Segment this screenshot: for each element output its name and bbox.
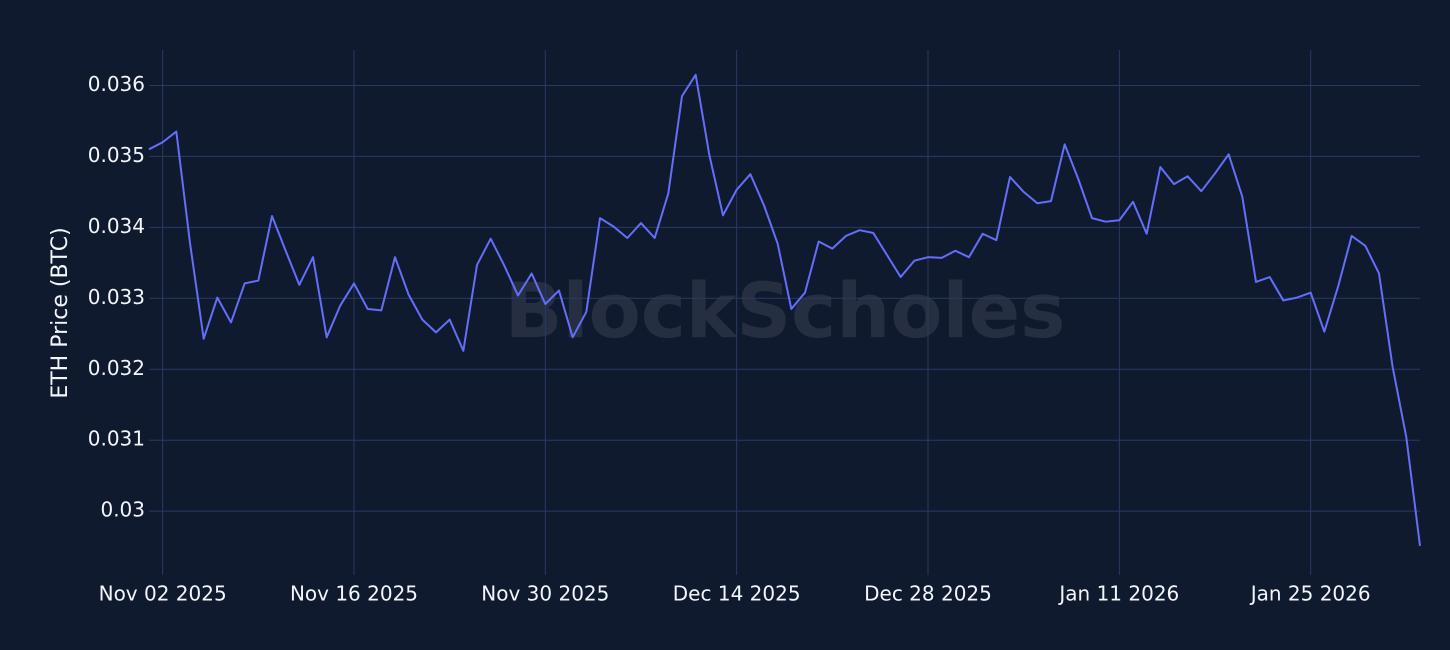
x-tick-label: Nov 02 2025	[99, 582, 227, 606]
y-tick-label: 0.03	[100, 498, 145, 522]
y-tick-label: 0.031	[88, 427, 145, 451]
x-tick-label: Jan 25 2026	[1249, 582, 1371, 606]
y-tick-label: 0.033	[88, 285, 145, 309]
x-tick-label: Dec 14 2025	[673, 582, 801, 606]
y-tick-label: 0.035	[88, 143, 145, 167]
x-tick-label: Dec 28 2025	[864, 582, 992, 606]
y-tick-label: 0.036	[88, 72, 145, 96]
y-tick-label: 0.034	[88, 214, 145, 238]
x-tick-label: Jan 11 2026	[1057, 582, 1179, 606]
price-line	[148, 73, 1421, 547]
y-tick-label: 0.032	[88, 356, 145, 380]
x-tick-label: Nov 16 2025	[290, 582, 418, 606]
x-tick-label: Nov 30 2025	[481, 582, 609, 606]
y-axis-label: ETH Price (BTC)	[48, 227, 73, 398]
